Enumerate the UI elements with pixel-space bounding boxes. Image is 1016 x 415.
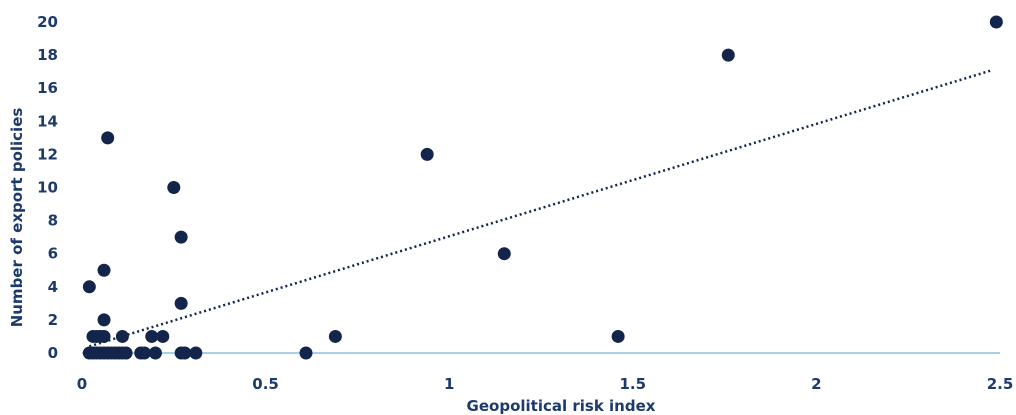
y-tick-label: 20 <box>37 13 58 31</box>
y-tick-label: 10 <box>37 179 58 197</box>
x-tick-label: 0.5 <box>252 375 279 393</box>
data-point <box>82 280 96 294</box>
data-point <box>148 346 162 360</box>
y-tick-label: 16 <box>37 79 58 97</box>
data-point <box>145 329 159 343</box>
data-point <box>174 296 188 310</box>
data-point <box>611 329 625 343</box>
data-point <box>119 346 133 360</box>
data-point <box>97 329 111 343</box>
data-point <box>178 346 192 360</box>
y-axis-ticks: 0 2 4 6 8 10 12 14 16 18 20 <box>37 13 58 362</box>
y-tick-label: 2 <box>48 311 58 329</box>
data-point <box>989 15 1003 29</box>
x-tick-label: 1.5 <box>620 375 647 393</box>
x-tick-label: 1 <box>444 375 454 393</box>
data-point <box>328 329 342 343</box>
data-point <box>167 181 181 194</box>
data-point <box>299 346 313 360</box>
data-point <box>97 313 111 327</box>
data-point <box>97 263 111 277</box>
data-point <box>174 230 188 244</box>
trend-line <box>88 68 994 348</box>
data-point <box>497 247 511 261</box>
data-point <box>420 147 434 161</box>
data-point <box>137 346 151 360</box>
x-tick-label: 2 <box>811 375 821 393</box>
x-tick-label: 2.5 <box>987 375 1014 393</box>
y-tick-label: 4 <box>48 278 58 296</box>
y-axis-title: Number of export policies <box>8 108 26 328</box>
y-tick-label: 0 <box>48 344 58 362</box>
y-tick-label: 14 <box>37 112 58 130</box>
x-axis-ticks: 0 0.5 1 1.5 2 2.5 <box>77 375 1014 393</box>
y-tick-label: 18 <box>37 46 58 64</box>
x-tick-label: 0 <box>77 375 87 393</box>
y-tick-label: 12 <box>37 145 58 163</box>
y-tick-label: 6 <box>48 245 58 263</box>
data-point <box>101 131 115 145</box>
y-tick-label: 8 <box>48 212 58 230</box>
data-point <box>115 329 129 343</box>
data-point <box>156 329 170 343</box>
data-point <box>189 346 203 360</box>
data-points <box>82 15 1003 360</box>
x-axis-title: Geopolitical risk index <box>467 397 656 415</box>
data-point <box>721 48 735 62</box>
